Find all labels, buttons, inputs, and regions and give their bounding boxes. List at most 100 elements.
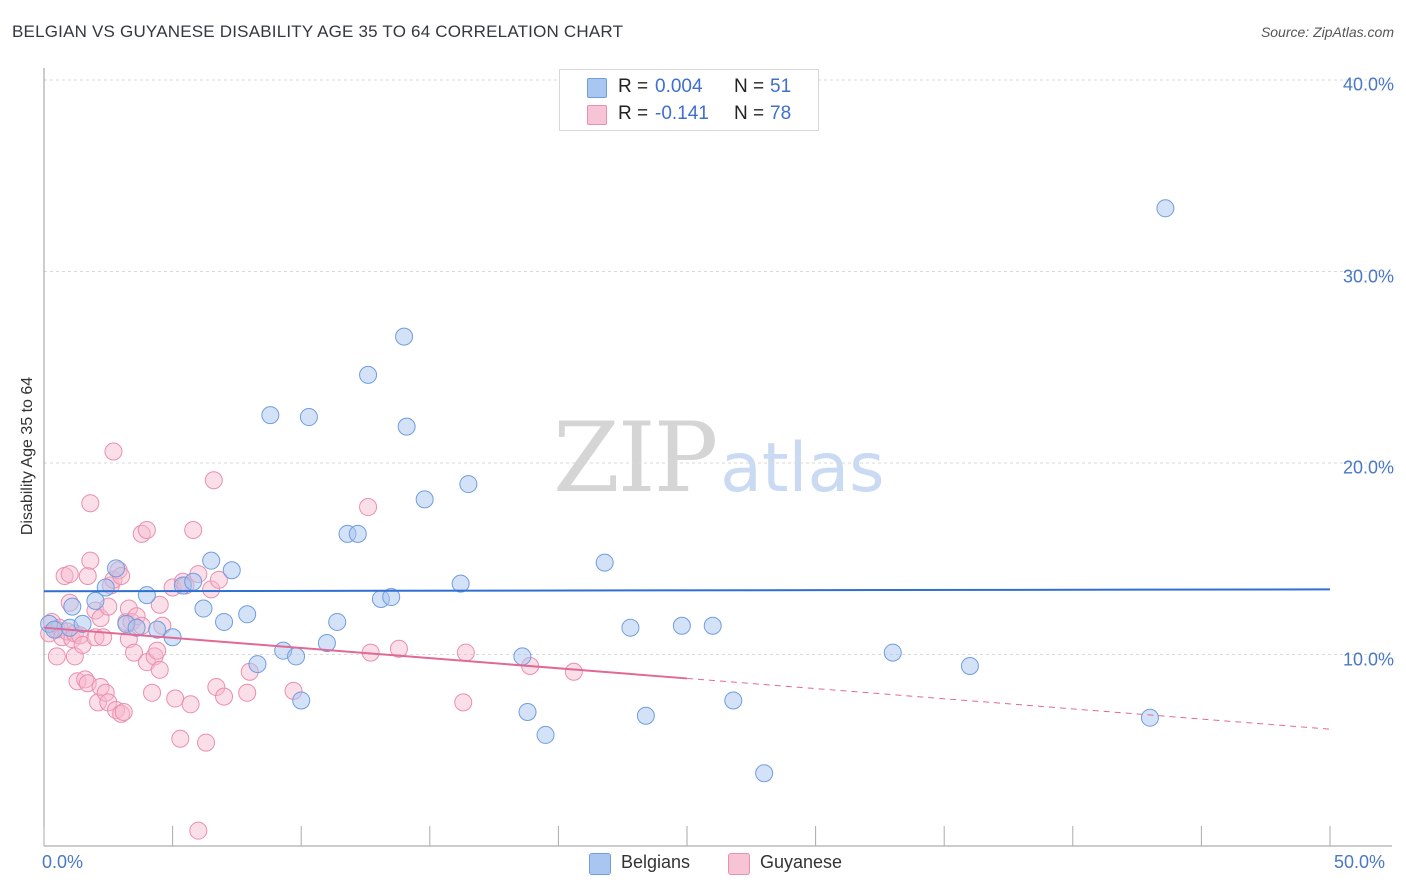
data-point-guyanese <box>564 662 583 681</box>
data-point-guyanese <box>47 647 66 666</box>
y-tick-label: 20.0% <box>1342 457 1394 478</box>
data-point-belgians <box>86 591 105 610</box>
data-point-guyanese <box>78 566 97 585</box>
data-point-belgians <box>63 597 82 616</box>
data-point-belgians <box>299 408 318 427</box>
data-point-belgians <box>382 588 401 607</box>
data-point-belgians <box>127 618 146 637</box>
data-point-belgians <box>184 572 203 591</box>
data-point-belgians <box>395 327 414 346</box>
correlation-legend: R = 0.004 N = 51 R = -0.141 N = 78 <box>559 69 819 131</box>
series-legend-label-belgians: Belgians <box>621 852 691 872</box>
data-point-guyanese <box>125 643 144 662</box>
data-point-belgians <box>261 406 280 425</box>
data-point-belgians <box>248 655 267 674</box>
data-point-belgians <box>215 612 234 631</box>
data-point-guyanese <box>104 442 123 461</box>
data-point-guyanese <box>215 687 234 706</box>
y-tick-label: 30.0% <box>1342 266 1394 286</box>
data-point-belgians <box>451 574 470 593</box>
series-legend-swatch-belgians <box>589 853 611 875</box>
data-point-belgians <box>536 725 555 744</box>
data-point-guyanese <box>389 639 408 658</box>
y-tick-label: 40.0% <box>1342 74 1394 95</box>
data-point-belgians <box>73 614 92 633</box>
data-point-guyanese <box>456 643 475 662</box>
data-point-belgians <box>415 490 434 509</box>
data-point-guyanese <box>89 693 108 712</box>
data-point-belgians <box>672 616 691 635</box>
data-point-guyanese <box>60 565 79 584</box>
data-point-belgians <box>518 702 537 721</box>
legend-n-value-guyanese: 78 <box>770 103 792 124</box>
series-legend-swatch-guyanese <box>728 853 750 875</box>
chart-source: Source: ZipAtlas.com <box>1260 24 1394 40</box>
x-tick-label-max: 50.0% <box>1334 852 1386 872</box>
data-point-guyanese <box>209 570 228 589</box>
trend-line-guyanese-extrapolated <box>686 677 1331 730</box>
data-point-belgians <box>459 475 478 494</box>
data-point-belgians <box>287 647 306 666</box>
data-point-guyanese <box>137 521 156 540</box>
data-point-belgians <box>317 634 336 653</box>
data-point-guyanese <box>454 693 473 712</box>
data-point-belgians <box>359 365 378 384</box>
series-legend-label-guyanese: Guyanese <box>760 852 843 872</box>
data-point-guyanese <box>150 660 169 679</box>
data-point-belgians <box>137 586 156 605</box>
legend-n-value-belgians: 51 <box>770 76 792 97</box>
data-point-guyanese <box>112 704 131 723</box>
data-point-guyanese <box>114 702 133 721</box>
data-point-guyanese <box>99 693 118 712</box>
data-point-belgians <box>636 706 655 725</box>
trend-line-guyanese <box>43 626 688 680</box>
legend-r-value-guyanese: -0.141 <box>655 103 709 124</box>
data-point-belgians <box>348 524 367 543</box>
data-point-guyanese <box>181 695 200 714</box>
data-point-belgians <box>621 618 640 637</box>
y-tick-label: 10.0% <box>1342 649 1394 669</box>
data-point-guyanese <box>189 821 208 840</box>
data-point-belgians <box>755 764 774 783</box>
data-point-belgians <box>222 561 241 580</box>
data-point-belgians <box>194 599 213 618</box>
data-point-guyanese <box>81 494 100 513</box>
data-point-guyanese <box>359 498 378 517</box>
data-point-guyanese <box>91 678 110 697</box>
chart-title: BELGIAN VS GUYANESE DISABILITY AGE 35 TO… <box>12 22 624 41</box>
data-point-belgians <box>202 551 221 570</box>
data-point-guyanese <box>166 689 185 708</box>
data-point-belgians <box>513 647 532 666</box>
data-point-belgians <box>1156 199 1175 218</box>
data-point-guyanese <box>238 683 257 702</box>
legend-swatch-guyanese <box>587 105 607 125</box>
data-point-guyanese <box>81 551 100 570</box>
legend-n-label-guyanese: N = <box>734 103 765 124</box>
legend-swatch-belgians <box>587 78 607 98</box>
data-point-belgians <box>724 691 743 710</box>
legend-r-value-belgians: 0.004 <box>655 76 703 97</box>
data-point-guyanese <box>207 678 226 697</box>
legend-r-label-belgians: R = <box>618 76 649 97</box>
data-point-belgians <box>107 559 126 578</box>
legend-row-guyanese: R = -0.141 N = 78 <box>560 101 818 127</box>
data-point-belgians <box>96 578 115 597</box>
data-point-guyanese <box>202 580 221 599</box>
data-point-belgians <box>238 605 257 624</box>
data-point-belgians <box>148 620 167 639</box>
x-tick-label-min: 0.0% <box>42 852 84 872</box>
data-point-belgians <box>883 643 902 662</box>
data-point-belgians <box>397 417 416 436</box>
data-point-guyanese <box>150 595 169 614</box>
data-point-belgians <box>292 691 311 710</box>
data-point-belgians <box>1140 708 1159 727</box>
data-point-guyanese <box>148 641 167 660</box>
data-point-guyanese <box>143 683 162 702</box>
data-point-belgians <box>328 612 347 631</box>
data-point-guyanese <box>171 729 190 748</box>
data-point-guyanese <box>184 521 203 540</box>
data-point-guyanese <box>204 471 223 490</box>
legend-n-label-belgians: N = <box>734 76 765 97</box>
data-point-belgians <box>703 616 722 635</box>
